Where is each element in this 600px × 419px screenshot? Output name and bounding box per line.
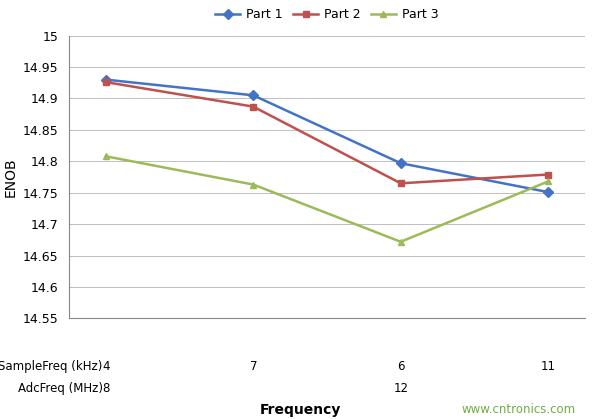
Part 3 xyxy=(250,182,257,187)
Text: Frequency: Frequency xyxy=(259,403,341,417)
Text: 8: 8 xyxy=(102,382,110,396)
Part 2 xyxy=(102,80,109,85)
Text: AdcFreq (MHz): AdcFreq (MHz) xyxy=(18,382,103,396)
Part 1 xyxy=(397,160,404,166)
Text: 12: 12 xyxy=(393,382,408,396)
Part 1 xyxy=(250,93,257,98)
Text: 11: 11 xyxy=(541,360,556,373)
Line: Part 3: Part 3 xyxy=(103,153,551,245)
Text: www.cntronics.com: www.cntronics.com xyxy=(462,403,576,416)
Part 3 xyxy=(102,154,109,159)
Part 2 xyxy=(545,172,552,177)
Part 3 xyxy=(545,179,552,184)
Legend: Part 1, Part 2, Part 3: Part 1, Part 2, Part 3 xyxy=(215,8,439,21)
Part 1 xyxy=(545,189,552,194)
Text: 7: 7 xyxy=(250,360,257,373)
Line: Part 1: Part 1 xyxy=(103,76,551,196)
Y-axis label: ENOB: ENOB xyxy=(3,157,17,197)
Part 2 xyxy=(397,181,404,186)
Text: 4: 4 xyxy=(102,360,110,373)
Line: Part 2: Part 2 xyxy=(103,79,551,187)
Part 3 xyxy=(397,239,404,244)
Part 2 xyxy=(250,104,257,109)
Text: 6: 6 xyxy=(397,360,404,373)
Text: SampleFreq (kHz): SampleFreq (kHz) xyxy=(0,360,103,373)
Part 1 xyxy=(102,77,109,82)
